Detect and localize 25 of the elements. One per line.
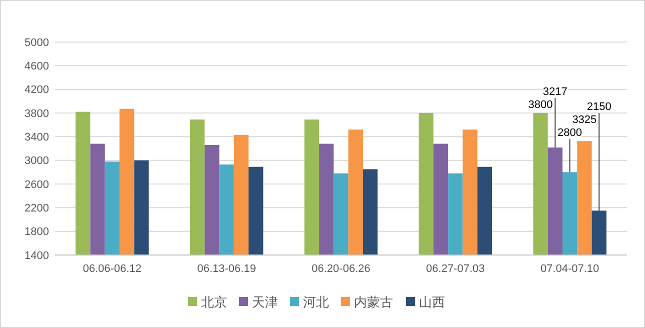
x-tick-label: 06.13-06.19 (197, 263, 256, 275)
y-tick-label: 1800 (24, 226, 49, 238)
data-label: 3325 (572, 114, 597, 126)
legend-label: 天津 (252, 294, 278, 310)
x-tick-label: 07.04-07.10 (540, 263, 600, 275)
y-tick-label: 5000 (24, 36, 49, 49)
legend-label: 山西 (419, 294, 445, 310)
legend-label: 北京 (201, 294, 227, 310)
data-label: 2800 (558, 127, 582, 140)
data-label: 3800 (528, 99, 553, 111)
y-tick-label: 1400 (24, 250, 49, 262)
legend-label: 河北 (303, 294, 329, 310)
y-tick-label: 3000 (24, 155, 49, 168)
x-tick-label: 06.06-06.12 (82, 263, 142, 275)
legend-label: 内蒙古 (354, 294, 393, 310)
y-tick-label: 3800 (24, 108, 49, 120)
x-tick-label: 06.27-07.03 (426, 263, 485, 275)
y-tick-label: 4200 (24, 84, 49, 96)
data-label: 3217 (542, 86, 568, 98)
y-tick-label: 3400 (24, 132, 49, 144)
y-tick-label: 2200 (24, 202, 49, 215)
y-tick-label: 2600 (24, 178, 49, 191)
y-tick-label: 4600 (24, 60, 49, 73)
data-label: 2150 (586, 101, 612, 114)
x-tick-label: 06.20-06.26 (312, 263, 370, 275)
